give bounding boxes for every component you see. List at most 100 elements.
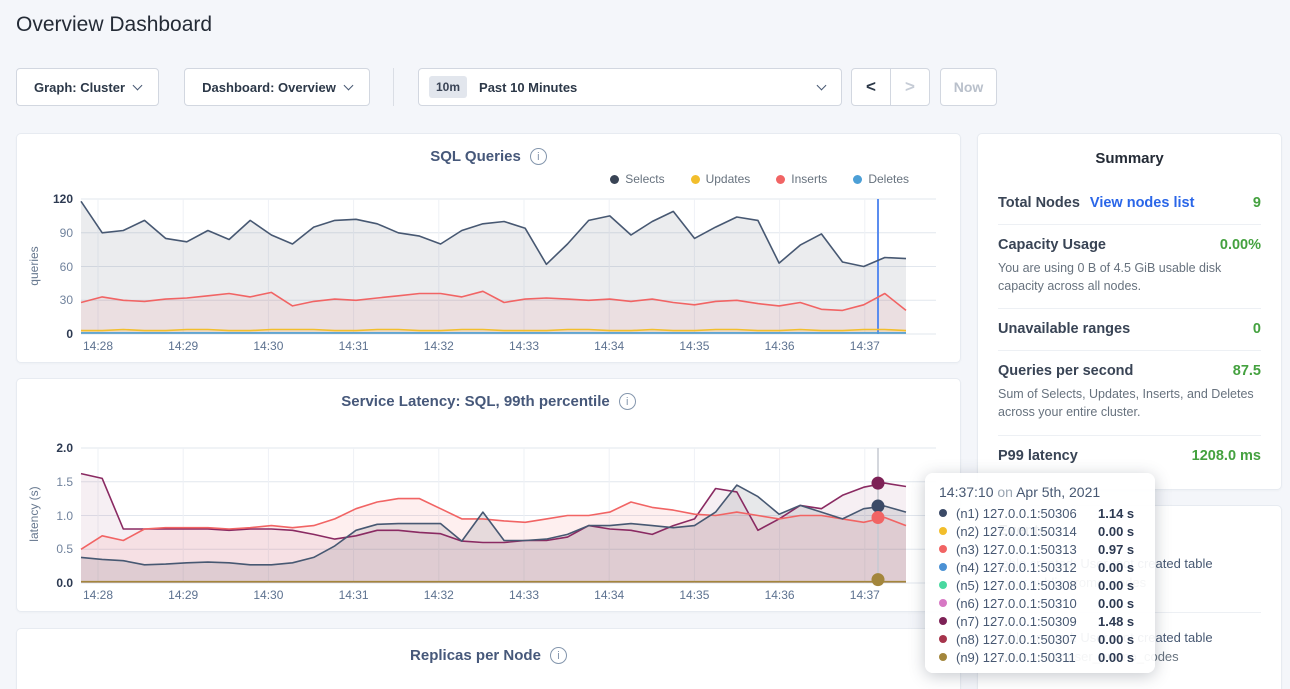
chevron-down-icon bbox=[816, 80, 827, 90]
x-axis: 14:28 14:29 14:30 14:31 14:32 14:33 14:34 14:35… bbox=[81, 339, 936, 355]
summary-row-head: Capacity Usage 0.00% bbox=[998, 237, 1261, 253]
y-tick-label: 0 bbox=[66, 327, 73, 341]
tooltip-node-value: 0.00 s bbox=[1098, 649, 1135, 665]
legend-dot-icon bbox=[776, 174, 786, 184]
x-tick-label: 14:28 bbox=[82, 588, 114, 602]
info-icon[interactable]: i bbox=[618, 393, 636, 410]
y-axis: 0 30 60 90 120 bbox=[29, 192, 75, 341]
summary-rows: Total Nodes View nodes list 9 Capacity Usag… bbox=[998, 183, 1261, 477]
tooltip-node-name: (n8) 127.0.0.1:50307 bbox=[956, 631, 1077, 647]
x-tick-label: 14:33 bbox=[508, 588, 540, 602]
dashboard-dropdown[interactable]: Dashboard: Overview bbox=[184, 68, 370, 106]
x-tick-label: 14:30 bbox=[253, 588, 284, 602]
y-tick-label: 1.5 bbox=[56, 474, 73, 489]
x-tick-label: 14:37 bbox=[849, 588, 880, 602]
tooltip-node-value: 0.97 s bbox=[1098, 541, 1135, 557]
tooltip-row: (n6) 127.0.0.1:50310 0.00 s bbox=[939, 594, 1141, 612]
summary-row: Capacity Usage 0.00% You are using 0 B of … bbox=[998, 225, 1261, 310]
sql-queries-chart[interactable] bbox=[80, 198, 936, 335]
tooltip-node-name: (n5) 127.0.0.1:50308 bbox=[956, 577, 1077, 593]
legend-dot-icon bbox=[853, 174, 863, 184]
summary-row: P99 latency 1208.0 ms bbox=[998, 436, 1261, 477]
tooltip-row: (n5) 127.0.0.1:50308 0.00 s bbox=[939, 576, 1141, 594]
sql-queries-panel: SQL Queries i Selects Updates Inserts Delet… bbox=[16, 133, 961, 363]
y-tick-label: 90 bbox=[59, 225, 73, 240]
tooltip-node-name: (n3) 127.0.0.1:50313 bbox=[956, 541, 1077, 557]
y-tick-label: 1.0 bbox=[56, 508, 73, 523]
page-title: Overview Dashboard bbox=[16, 13, 213, 36]
summary-row: Queries per second 87.5 Sum of Selects, Up… bbox=[998, 351, 1261, 436]
x-tick-label: 14:28 bbox=[82, 339, 114, 353]
summary-row-head: Total Nodes View nodes list 9 bbox=[998, 195, 1261, 211]
time-prev-button[interactable]: < bbox=[851, 68, 891, 106]
x-tick-label: 14:36 bbox=[764, 588, 795, 602]
node-color-dot-icon bbox=[939, 581, 947, 589]
summary-label: Unavailable ranges bbox=[998, 321, 1131, 338]
node-color-dot-icon bbox=[939, 635, 947, 643]
summary-label: Queries per second bbox=[998, 363, 1134, 380]
legend-dot-icon bbox=[690, 174, 700, 184]
summary-value: 0 bbox=[1252, 321, 1261, 338]
chevron-down-icon bbox=[343, 80, 354, 90]
x-axis: 14:28 14:29 14:30 14:31 14:32 14:33 14:34 14:35… bbox=[81, 588, 936, 604]
legend-item[interactable]: Selects bbox=[610, 172, 665, 186]
chart-title: SQL Queries bbox=[430, 148, 521, 165]
graph-dropdown[interactable]: Graph: Cluster bbox=[16, 68, 159, 106]
tooltip-node-name: (n6) 127.0.0.1:50310 bbox=[956, 595, 1077, 611]
y-tick-label: 0.5 bbox=[56, 542, 73, 557]
x-tick-label: 14:30 bbox=[253, 339, 284, 353]
time-next-button[interactable]: > bbox=[890, 68, 930, 106]
tooltip-timestamp: 14:37:10 on Apr 5th, 2021 bbox=[939, 484, 1101, 500]
toolbar-divider bbox=[393, 68, 394, 106]
y-tick-label: 30 bbox=[59, 293, 73, 308]
node-color-dot-icon bbox=[939, 545, 947, 553]
tooltip-row: (n1) 127.0.0.1:50306 1.14 s bbox=[939, 504, 1141, 522]
tooltip-node-value: 0.00 s bbox=[1098, 559, 1135, 575]
tooltip-node-value: 0.00 s bbox=[1098, 577, 1135, 593]
legend-item[interactable]: Deletes bbox=[853, 172, 909, 186]
legend-item[interactable]: Updates bbox=[690, 172, 750, 186]
x-tick-label: 14:31 bbox=[338, 339, 369, 353]
tooltip-node-name: (n9) 127.0.0.1:50311 bbox=[956, 649, 1076, 665]
service-latency-panel: Service Latency: SQL, 99th percentile i … bbox=[16, 378, 961, 612]
x-tick-label: 14:31 bbox=[338, 588, 369, 602]
view-nodes-list-link[interactable]: View nodes list bbox=[1089, 195, 1195, 211]
x-tick-label: 14:35 bbox=[679, 339, 710, 353]
chevron-down-icon bbox=[132, 80, 143, 90]
node-color-dot-icon bbox=[939, 527, 947, 535]
tooltip-row: (n9) 127.0.0.1:50311 0.00 s bbox=[939, 648, 1141, 666]
tooltip-row: (n7) 127.0.0.1:50309 1.48 s bbox=[939, 612, 1141, 630]
time-range-label: Past 10 Minutes bbox=[479, 79, 578, 95]
info-icon[interactable]: i bbox=[549, 647, 567, 664]
summary-label: Capacity Usage bbox=[998, 237, 1106, 253]
summary-row: Unavailable ranges 0 bbox=[998, 309, 1261, 352]
time-range-badge: 10m bbox=[429, 76, 468, 98]
x-tick-label: 14:29 bbox=[168, 588, 199, 602]
time-now-button[interactable]: Now bbox=[940, 68, 997, 106]
y-axis: 0.0 0.5 1.0 1.5 2.0 bbox=[29, 441, 75, 590]
legend-dot-icon bbox=[610, 174, 620, 184]
x-tick-label: 14:35 bbox=[679, 588, 710, 602]
summary-value: 1208.0 ms bbox=[1191, 447, 1261, 464]
tooltip-node-name: (n7) 127.0.0.1:50309 bbox=[956, 613, 1077, 629]
tooltip-rows: (n1) 127.0.0.1:50306 1.14 s (n2) 127.0.0.1… bbox=[939, 504, 1141, 666]
y-tick-label: 60 bbox=[59, 259, 73, 274]
chart-hover-tooltip: 14:37:10 on Apr 5th, 2021 (n1) 127.0.0.1… bbox=[925, 473, 1155, 673]
tooltip-node-value: 1.14 s bbox=[1098, 505, 1135, 521]
y-tick-label: 120 bbox=[52, 192, 73, 206]
info-icon[interactable]: i bbox=[529, 148, 547, 165]
legend-item[interactable]: Inserts bbox=[776, 172, 827, 186]
time-range-dropdown[interactable]: 10m Past 10 Minutes bbox=[418, 68, 842, 106]
legend-label: Inserts bbox=[791, 172, 828, 186]
tooltip-node-name: (n1) 127.0.0.1:50306 bbox=[956, 505, 1077, 521]
service-latency-chart[interactable] bbox=[80, 447, 936, 587]
x-tick-label: 14:29 bbox=[168, 339, 199, 353]
summary-value: 9 bbox=[1252, 195, 1261, 211]
node-color-dot-icon bbox=[939, 653, 947, 661]
tooltip-node-value: 0.00 s bbox=[1098, 631, 1135, 647]
x-tick-label: 14:36 bbox=[764, 339, 795, 353]
x-tick-label: 14:33 bbox=[508, 339, 540, 353]
tooltip-row: (n4) 127.0.0.1:50312 0.00 s bbox=[939, 558, 1141, 576]
summary-panel: Summary Total Nodes View nodes list 9 Capac… bbox=[977, 133, 1282, 490]
dashboard-dropdown-label: Dashboard: Overview bbox=[202, 79, 336, 95]
